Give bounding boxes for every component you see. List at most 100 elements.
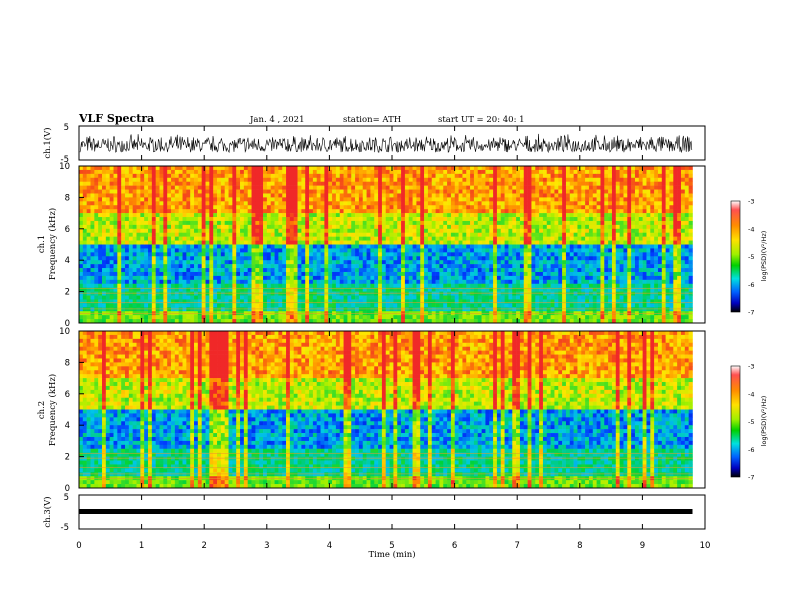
spectrogram-cell	[79, 181, 84, 186]
spectrogram-cell	[477, 232, 482, 237]
spectrogram-cell	[278, 213, 283, 218]
spectrogram-cell	[148, 236, 153, 241]
spectrogram-cell	[416, 244, 421, 249]
spectrogram-cell	[201, 177, 206, 182]
spectrogram-cell	[351, 256, 356, 261]
spectrogram-cell	[289, 217, 295, 222]
spectrogram-cell	[473, 248, 479, 253]
spectrogram-cell	[381, 283, 387, 288]
spectrogram-cell	[286, 177, 291, 182]
spectrogram-cell	[90, 197, 95, 202]
spectrogram-cell	[424, 279, 429, 285]
spectrogram-cell	[420, 252, 425, 257]
spectrogram-cell	[220, 295, 225, 300]
spectrogram-cell	[554, 244, 559, 249]
spectrogram-cell	[136, 213, 141, 218]
spectrogram-cell	[389, 173, 394, 179]
spectrogram-cell	[301, 260, 306, 265]
spectrogram-cell	[427, 209, 433, 214]
spectrogram-cell	[163, 228, 168, 234]
spectrogram-cell	[527, 287, 532, 292]
spectrogram-cell	[309, 197, 314, 202]
spectrogram-cell	[163, 213, 168, 218]
spectrogram-cell	[86, 209, 91, 214]
spectrogram-cell	[251, 232, 256, 237]
spectrogram-cell	[523, 166, 528, 171]
spectrogram-cell	[240, 197, 245, 202]
spectrogram-cell	[128, 295, 133, 300]
spectrogram-cell	[485, 291, 490, 296]
spectrogram-cell	[163, 201, 168, 206]
spectrogram-cell	[263, 315, 268, 320]
spectrogram-cell	[109, 275, 114, 281]
spectrogram-cell	[512, 271, 517, 277]
spectrogram-cell	[420, 224, 425, 230]
spectrogram-cell	[473, 205, 479, 210]
spectrogram-cell	[186, 220, 191, 226]
spectrogram-cell	[435, 169, 440, 175]
spectrogram-cell	[404, 252, 410, 257]
spectrogram-cell	[98, 166, 103, 171]
spectrogram-cell	[79, 177, 84, 182]
spectrogram-cell	[366, 248, 371, 253]
spectrogram-cell	[496, 248, 502, 253]
spectrogram-cell	[531, 307, 536, 312]
spectrogram-cell	[274, 244, 279, 249]
spectrogram-cell	[370, 256, 375, 261]
spectrogram-cell	[113, 166, 118, 171]
spectrogram-cell	[217, 295, 222, 300]
spectrogram-cell	[435, 209, 440, 214]
spectrogram-cell	[374, 169, 379, 175]
spectrogram-cell	[109, 224, 114, 230]
spectrogram-cell	[144, 217, 149, 222]
spectrogram-cell	[240, 319, 245, 323]
spectrogram-cell	[232, 213, 237, 218]
spectrogram-cell	[550, 240, 555, 245]
spectrogram-cell	[90, 303, 95, 308]
spectrogram-cell	[312, 240, 318, 245]
spectrogram-cell	[477, 189, 482, 194]
spectrogram-cell	[378, 244, 383, 249]
spectrogram-cell	[255, 177, 260, 182]
spectrogram-cell	[378, 264, 383, 269]
spectrogram-cell	[178, 271, 183, 277]
spectrogram-cell	[408, 169, 413, 175]
spectrogram-cell	[527, 169, 532, 175]
spectrogram-cell	[102, 307, 107, 312]
spectrogram-cell	[408, 307, 413, 312]
spectrogram-cell	[171, 260, 176, 265]
spectrogram-cell	[220, 197, 225, 202]
spectrogram-cell	[236, 166, 241, 171]
spectrogram-cell	[186, 173, 191, 179]
spectrogram-cell	[381, 213, 387, 218]
spectrogram-cell	[247, 268, 252, 273]
spectrogram-cell	[125, 228, 130, 234]
spectrogram-cell	[435, 173, 440, 179]
spectrogram-cell	[197, 236, 202, 241]
spectrogram-cell	[473, 283, 479, 288]
spectrogram-cell	[374, 173, 379, 179]
spectrogram-cell	[385, 299, 390, 304]
spectrogram-cell	[305, 319, 310, 323]
spectrogram-cell	[186, 279, 191, 285]
spectrogram-cell	[286, 217, 291, 222]
spectrogram-cell	[408, 303, 413, 308]
spectrogram-cell	[370, 260, 375, 265]
spectrogram-cell	[477, 275, 482, 281]
spectrogram-cell	[82, 248, 87, 253]
spectrogram-cell	[163, 319, 168, 323]
spectrogram-cell	[213, 252, 218, 257]
spectrogram-cell	[519, 201, 525, 206]
spectrogram-cell	[355, 181, 360, 186]
spectrogram-cell	[431, 189, 436, 194]
spectrogram-cell	[144, 307, 149, 312]
spectrogram-cell	[416, 256, 421, 261]
spectrogram-cell	[155, 260, 160, 265]
spectrogram-cell	[447, 264, 452, 269]
spectrogram-cell	[397, 303, 402, 308]
spectrogram-cell	[431, 271, 436, 277]
spectrogram-cell	[385, 177, 390, 182]
spectrogram-cell	[174, 307, 179, 312]
spectrogram-cell	[416, 275, 421, 281]
spectrogram-cell	[182, 264, 187, 269]
